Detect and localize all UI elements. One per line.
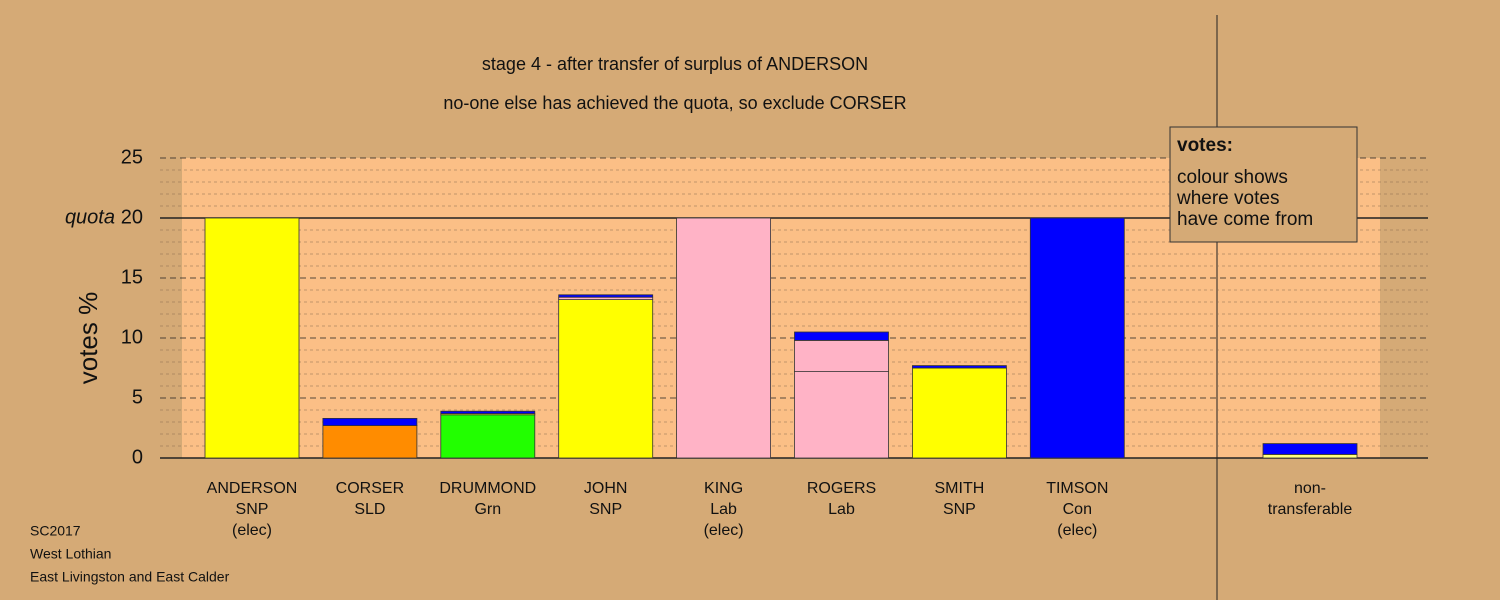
bar-segment <box>558 294 654 298</box>
x-tick-label: TIMSON <box>1046 480 1108 497</box>
y-tick-label: 15 <box>121 266 143 288</box>
footer-text: West Lothian <box>30 546 111 562</box>
bar-segment <box>558 299 654 459</box>
legend-text: colour shows <box>1177 167 1288 188</box>
y-tick-label: 20 <box>121 206 143 228</box>
legend-text: where votes <box>1176 188 1279 209</box>
bar-segment <box>794 339 889 372</box>
x-tick-label: Lab <box>710 501 737 518</box>
bar-segment <box>1262 443 1358 455</box>
x-tick-label: JOHN <box>584 480 628 497</box>
footer-text: SC2017 <box>30 523 81 539</box>
x-tick-label: Con <box>1063 501 1092 518</box>
y-tick-label: 25 <box>121 146 143 168</box>
x-tick-label: non- <box>1294 480 1326 497</box>
x-tick-label: SNP <box>943 501 976 518</box>
x-tick-label: SNP <box>589 501 622 518</box>
bar-segment <box>440 410 536 415</box>
bar-segment <box>676 217 771 459</box>
x-tick-label: (elec) <box>232 522 272 539</box>
y-tick-label: 10 <box>121 326 143 348</box>
legend-text: have come from <box>1177 209 1313 230</box>
bar-segment <box>1262 453 1358 459</box>
x-tick-label: ANDERSON <box>207 480 298 497</box>
x-tick-label: KING <box>704 480 743 497</box>
bar-segment <box>794 371 889 459</box>
legend-box <box>1169 126 1358 243</box>
bar-segment <box>440 414 536 459</box>
x-tick-label: SNP <box>236 501 269 518</box>
bar-segment <box>794 331 889 341</box>
x-tick-label: SLD <box>354 501 385 518</box>
x-tick-label: DRUMMOND <box>439 480 536 497</box>
bar-segment <box>204 217 300 459</box>
chart-title: stage 4 - after transfer of surplus of A… <box>482 54 868 74</box>
bar-segment <box>912 367 1007 459</box>
y-axis-label: votes % <box>73 292 103 385</box>
bar-segment <box>322 425 418 459</box>
chart-subtitle: no-one else has achieved the quota, so e… <box>443 93 906 113</box>
footer-text: East Livingston and East Calder <box>30 569 230 585</box>
x-tick-label: transferable <box>1268 501 1353 518</box>
x-tick-label: Grn <box>474 501 501 518</box>
bar-segment <box>1029 217 1125 459</box>
y-tick-label: 5 <box>132 386 143 408</box>
x-tick-label: Lab <box>828 501 855 518</box>
x-tick-label: (elec) <box>704 522 744 539</box>
x-tick-label: (elec) <box>1057 522 1097 539</box>
x-tick-label: CORSER <box>336 480 404 497</box>
legend-text: votes: <box>1177 135 1233 156</box>
bar-segment <box>912 365 1007 369</box>
quota-label: quota <box>65 206 115 228</box>
bar-segment <box>322 417 418 426</box>
y-tick-label: 0 <box>132 446 143 468</box>
x-tick-label: SMITH <box>935 480 985 497</box>
x-tick-label: ROGERS <box>807 480 876 497</box>
